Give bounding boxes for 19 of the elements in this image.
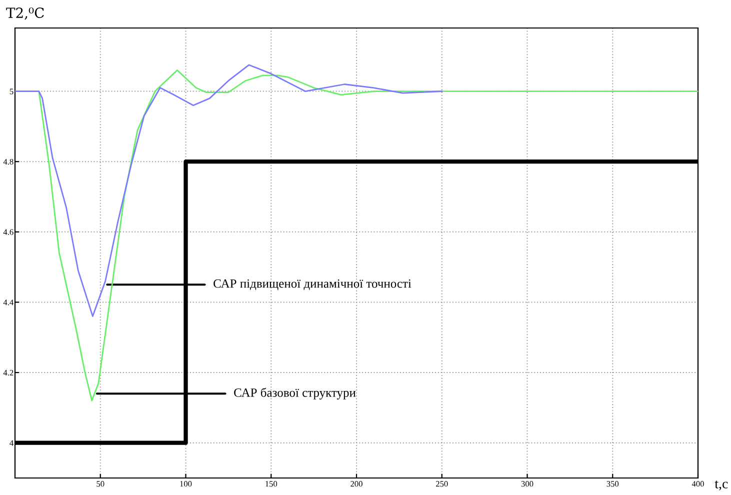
x-tick-label: 250 (436, 481, 448, 487)
x-tick-label: 200 (350, 481, 362, 487)
x-tick-label: 50 (96, 481, 104, 487)
x-tick-label: 300 (521, 481, 534, 487)
y-tick-label: 5 (10, 88, 14, 94)
y-tick-label: 4 (10, 440, 14, 446)
y-tick-label: 4.6 (3, 229, 14, 235)
line-series (15, 64, 443, 317)
x-axis-title: t,c (714, 480, 728, 490)
annotation: САР базової структури (234, 388, 356, 400)
x-tick-label: 150 (266, 481, 278, 487)
y-tick-label: 4.2 (3, 370, 14, 376)
y-tick-label: 4.4 (3, 300, 14, 306)
annotation: САР підвищеної динамічної точності (214, 279, 412, 290)
y-axis-title: T2,⁰C (6, 8, 44, 20)
x-tick-label: 400 (692, 481, 704, 487)
x-tick-label: 350 (606, 481, 619, 487)
y-tick-label: 4.8 (3, 158, 14, 165)
x-tick-label: 100 (180, 481, 192, 487)
